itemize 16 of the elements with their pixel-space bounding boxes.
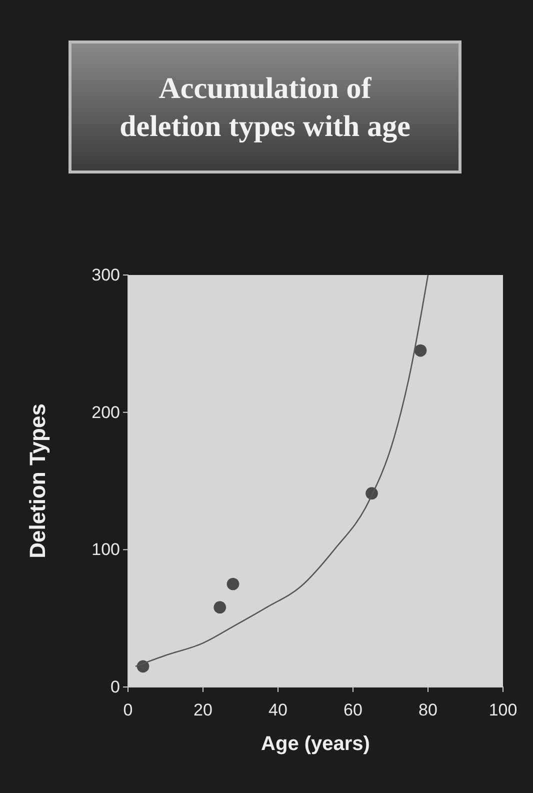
- x-tick-label: 80: [418, 700, 438, 720]
- x-tick-label: 0: [123, 700, 133, 720]
- point: [226, 578, 240, 590]
- x-tick-label: 40: [268, 700, 288, 720]
- y-tick-label: 300: [92, 265, 120, 284]
- chart-title: Accumulation of deletion types with age: [120, 72, 410, 143]
- y-tick-label: 0: [110, 677, 120, 696]
- point: [414, 344, 427, 357]
- y-tick-label: 200: [92, 402, 120, 422]
- x-tick-label: 20: [194, 700, 212, 720]
- y-axis-title: Deletion Types: [25, 404, 50, 558]
- x-tick-label: 100: [488, 700, 518, 720]
- y-tick-label: 100: [92, 540, 120, 560]
- x-tick-label: 60: [344, 700, 362, 720]
- point: [214, 601, 226, 614]
- x-axis-title: Age (years): [261, 733, 370, 755]
